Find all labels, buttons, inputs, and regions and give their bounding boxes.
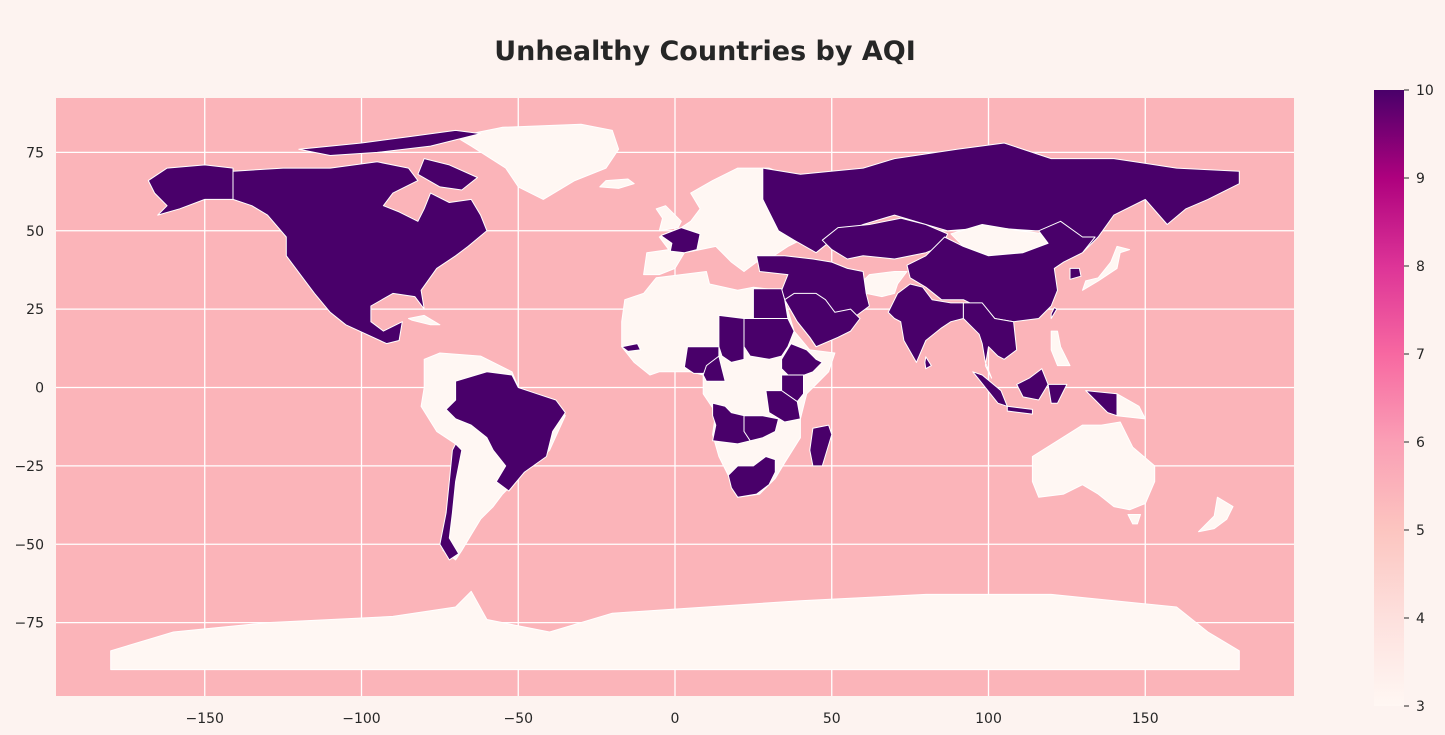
- x-axis-ticks: −150 −100 −50 0 50 100 150: [186, 711, 1159, 727]
- land-layer: [110, 123, 1240, 671]
- colorbar-tick-label: 10: [1416, 83, 1434, 99]
- region-sulawesi: [1047, 383, 1068, 404]
- region-egypt: [752, 288, 789, 319]
- y-tick-label: 75: [26, 145, 44, 161]
- y-tick-label: −75: [14, 616, 44, 632]
- region-sri-lanka: [924, 356, 932, 370]
- region-taiwan: [1050, 307, 1058, 319]
- region-north-america: [232, 161, 488, 345]
- region-tanzania: [765, 390, 801, 423]
- region-china: [906, 220, 1096, 323]
- region-russia: [762, 142, 1240, 254]
- x-tick-label: −100: [342, 711, 380, 727]
- chart-title: Unhealthy Countries by AQI: [494, 36, 916, 67]
- colorbar-ticks: 10 9 8 7 6 5 4 3: [1404, 83, 1434, 715]
- x-tick-label: 0: [671, 711, 680, 727]
- colorbar-tick-label: 6: [1416, 435, 1425, 451]
- y-tick-label: −25: [14, 459, 44, 475]
- x-tick-label: −50: [503, 711, 533, 727]
- region-kenya: [781, 374, 804, 403]
- region-korea: [1069, 267, 1082, 280]
- region-cameroon: [702, 355, 726, 382]
- colorbar-tick-label: 4: [1416, 611, 1425, 627]
- region-iceland: [599, 178, 635, 189]
- region-france: [660, 227, 701, 254]
- colorbar: [1374, 90, 1404, 706]
- x-tick-label: 150: [1132, 711, 1159, 727]
- region-zambia: [743, 415, 779, 442]
- region-cuba: [408, 314, 441, 326]
- region-alaska: [147, 164, 234, 216]
- y-tick-label: 0: [35, 381, 44, 397]
- region-new-zealand: [1198, 496, 1234, 533]
- region-southeast-asia: [962, 302, 1018, 379]
- colorbar-tick-label: 7: [1416, 347, 1425, 363]
- region-australia: [1031, 421, 1156, 511]
- colorbar-tick-label: 9: [1416, 171, 1425, 187]
- x-tick-label: −150: [186, 711, 224, 727]
- region-chile: [439, 443, 463, 561]
- region-antarctica: [110, 590, 1240, 671]
- region-java: [1006, 405, 1033, 415]
- region-arctic-islands: [298, 129, 482, 156]
- colorbar-tick-label: 3: [1416, 699, 1425, 715]
- region-west-africa-strip: [621, 343, 641, 352]
- region-japan: [1082, 245, 1131, 291]
- region-greenland: [455, 123, 620, 200]
- region-new-guinea: [1085, 390, 1118, 417]
- region-png: [1116, 393, 1146, 420]
- region-south-africa: [727, 456, 776, 498]
- colorbar-tick-label: 5: [1416, 523, 1425, 539]
- region-arabian-peninsula: [784, 292, 861, 348]
- x-tick-label: 100: [975, 711, 1002, 727]
- region-philippines: [1050, 330, 1071, 367]
- region-baffin-island: [417, 158, 478, 191]
- y-axis-ticks: 75 50 25 0 −25 −50 −75: [14, 145, 44, 631]
- region-brazil: [445, 371, 566, 492]
- y-tick-label: 50: [26, 224, 44, 240]
- region-india: [887, 283, 964, 363]
- region-ethiopia: [781, 343, 823, 377]
- region-chad: [718, 314, 745, 363]
- y-tick-label: −50: [14, 537, 44, 553]
- colorbar-tick-label: 8: [1416, 259, 1425, 275]
- region-uk: [655, 205, 682, 232]
- x-tick-label: 50: [823, 711, 841, 727]
- region-tasmania: [1127, 514, 1141, 525]
- y-tick-label: 25: [26, 302, 44, 318]
- region-afghanistan: [862, 271, 908, 298]
- region-madagascar: [809, 424, 833, 467]
- region-sudan: [743, 318, 795, 360]
